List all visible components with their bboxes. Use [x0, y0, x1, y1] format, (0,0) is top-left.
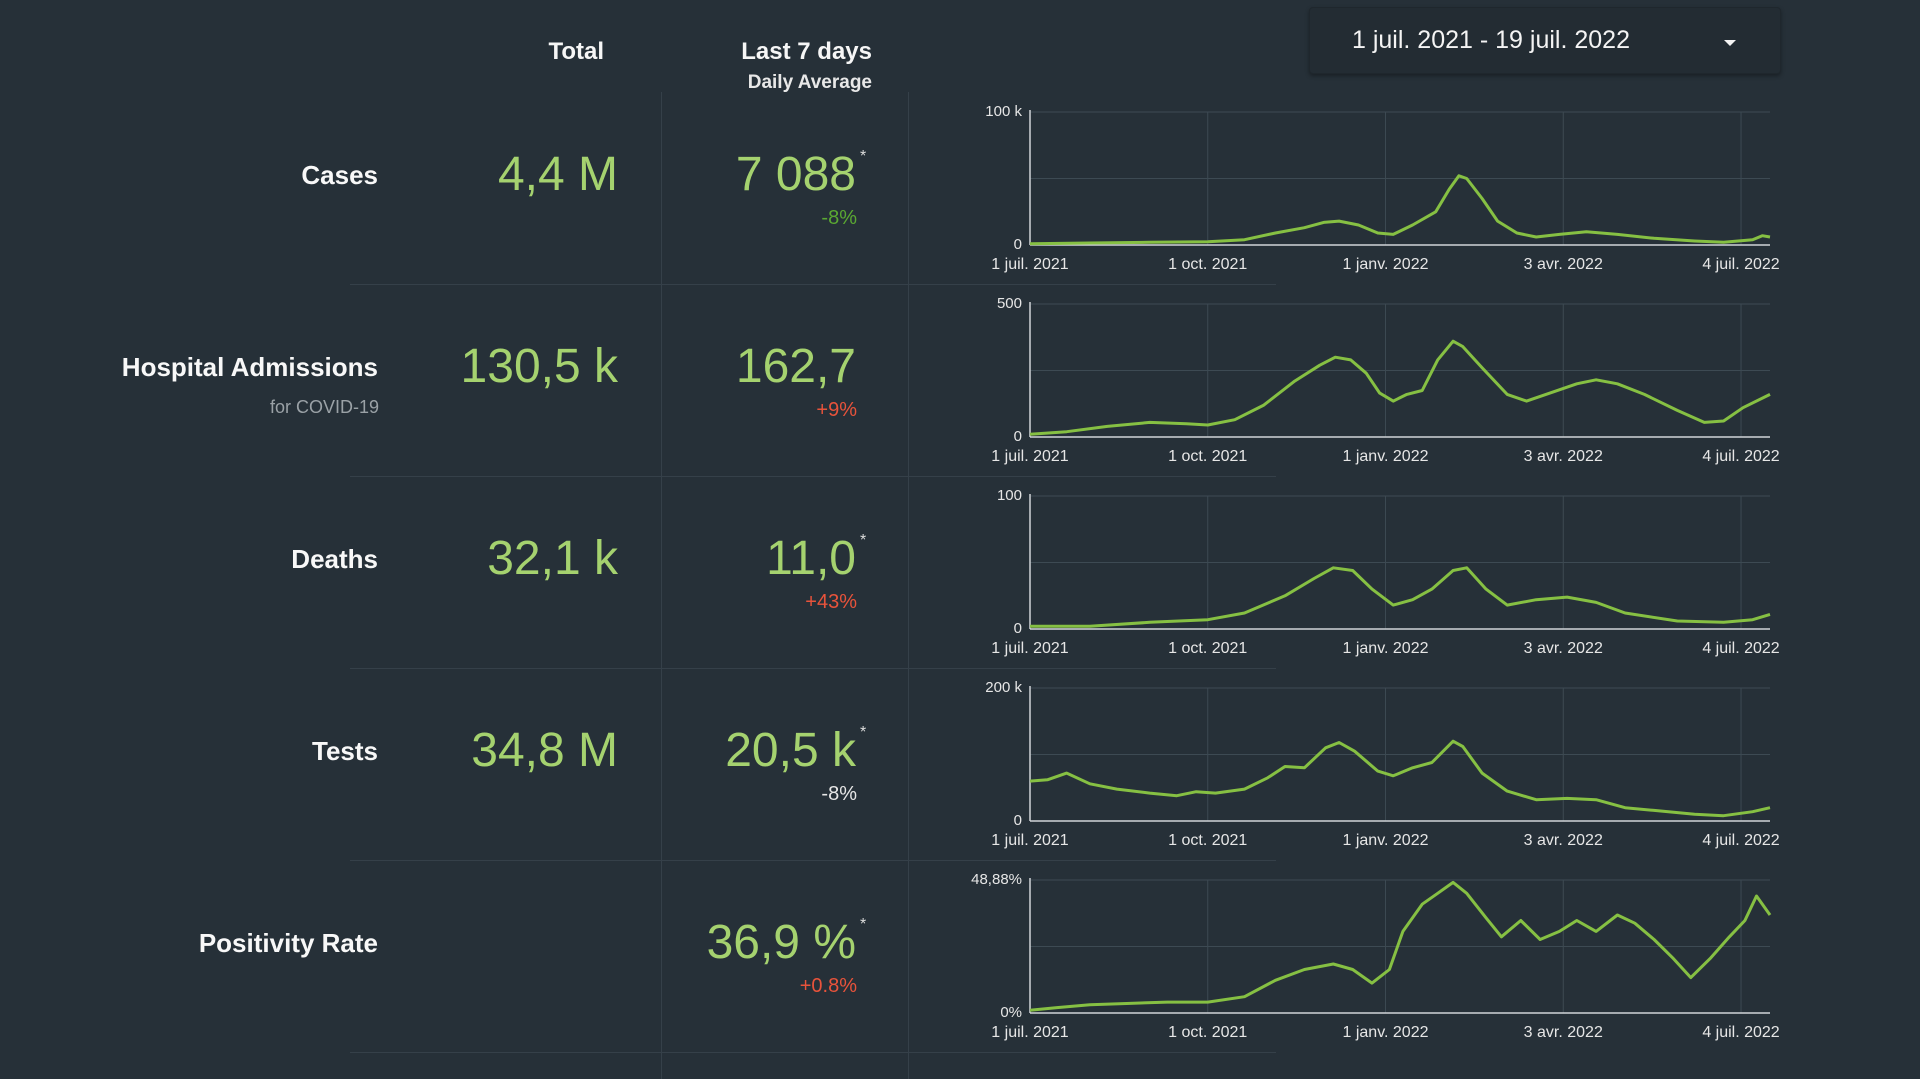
- y-tick-label: 0: [1014, 428, 1022, 445]
- x-tick-label: 4 juil. 2022: [1702, 256, 1779, 273]
- x-tick-label: 1 janv. 2022: [1343, 640, 1429, 657]
- x-tick-label: 1 janv. 2022: [1343, 1024, 1429, 1041]
- x-tick-label: 3 avr. 2022: [1524, 256, 1603, 273]
- chart-deaths: 100 0 1 juil. 2021 1 oct. 2021 1 janv. 2022 3…: [991, 487, 1780, 657]
- y-tick-label: 0%: [1000, 1004, 1022, 1021]
- series-line-cases: [1029, 174, 1771, 246]
- chart-cases: 100 k 0 1 juil. 2021 1 oct. 2021 1 janv. 202…: [985, 103, 1780, 273]
- last7-cases: 7 088: [735, 148, 856, 201]
- y-tick-label: 0: [1014, 812, 1022, 829]
- y-tick-label: 0: [1014, 620, 1022, 637]
- date-range-selector[interactable]: 1 juil. 2021 - 19 juil. 2022: [1309, 7, 1781, 74]
- chart-positivity-rate: 48,88% 0% 1 juil. 2021 1 oct. 2021 1 janv. 2…: [971, 871, 1780, 1041]
- row-divider: [350, 860, 1276, 861]
- header-last-7-days: Last 7 days: [741, 38, 872, 65]
- x-tick-label: 1 juil. 2021: [991, 448, 1068, 465]
- pct-change-deaths: +43%: [805, 591, 857, 613]
- x-tick-label: 1 juil. 2021: [991, 256, 1068, 273]
- last7-deaths: 11,0: [766, 532, 856, 585]
- row-divider: [350, 1052, 1276, 1053]
- last7-tests: 20,5 k: [725, 724, 856, 777]
- column-divider: [661, 92, 662, 1079]
- x-tick-label: 1 oct. 2021: [1168, 256, 1247, 273]
- pct-change-cases: -8%: [821, 207, 857, 229]
- header-total: Total: [548, 38, 604, 65]
- x-tick-label: 1 oct. 2021: [1168, 640, 1247, 657]
- last7-positivity-rate: 36,9 %: [706, 916, 856, 969]
- x-tick-label: 3 avr. 2022: [1524, 1024, 1603, 1041]
- series-line-positivity_rate: [1029, 880, 1772, 1012]
- total-cases: 4,4 M: [497, 148, 618, 201]
- date-range-label: 1 juil. 2021 - 19 juil. 2022: [1352, 26, 1630, 54]
- y-tick-label: 200 k: [985, 679, 1022, 696]
- pct-change-hospital-admissions: +9%: [816, 399, 857, 421]
- x-tick-label: 4 juil. 2022: [1702, 640, 1779, 657]
- row-sublabel-hospital-admissions: for COVID-19: [269, 397, 379, 417]
- x-tick-label: 4 juil. 2022: [1702, 448, 1779, 465]
- total-hospital-admissions: 130,5 k: [460, 340, 618, 393]
- row-label-positivity-rate: Positivity Rate: [198, 928, 378, 958]
- pct-change-positivity-rate: +0.8%: [799, 975, 857, 997]
- x-tick-label: 1 juil. 2021: [991, 1024, 1068, 1041]
- y-tick-label: 100 k: [985, 103, 1022, 120]
- pct-change-tests: -8%: [821, 783, 857, 805]
- total-tests: 34,8 M: [471, 724, 618, 777]
- y-tick-label: 48,88%: [971, 871, 1022, 888]
- x-tick-label: 1 oct. 2021: [1168, 448, 1247, 465]
- x-tick-label: 3 avr. 2022: [1524, 448, 1603, 465]
- x-tick-label: 3 avr. 2022: [1524, 640, 1603, 657]
- y-tick-label: 100: [997, 487, 1022, 504]
- y-tick-label: 500: [997, 295, 1022, 312]
- footnote-star: *: [860, 916, 867, 933]
- x-tick-label: 1 janv. 2022: [1343, 448, 1429, 465]
- row-label-deaths: Deaths: [291, 544, 378, 574]
- total-deaths: 32,1 k: [487, 532, 618, 585]
- row-divider: [350, 284, 1276, 285]
- header-daily-average: Daily Average: [747, 72, 872, 93]
- chart-hospital-admissions: 500 0 1 juil. 2021 1 oct. 2021 1 janv. 2022 3…: [991, 295, 1780, 465]
- x-tick-label: 4 juil. 2022: [1702, 1024, 1779, 1041]
- x-tick-label: 1 oct. 2021: [1168, 832, 1247, 849]
- row-divider: [350, 476, 1276, 477]
- x-tick-label: 4 juil. 2022: [1702, 832, 1779, 849]
- row-label-hospital-admissions: Hospital Admissions: [121, 352, 378, 382]
- x-tick-label: 1 juil. 2021: [991, 640, 1068, 657]
- x-tick-label: 1 juil. 2021: [991, 832, 1068, 849]
- last7-hospital-admissions: 162,7: [735, 340, 856, 393]
- x-tick-label: 3 avr. 2022: [1524, 832, 1603, 849]
- series-line-tests: [1029, 739, 1771, 818]
- row-label-tests: Tests: [312, 736, 378, 766]
- footnote-star: *: [860, 532, 867, 549]
- chart-tests: 200 k 0 1 juil. 2021 1 oct. 2021 1 janv. 202…: [985, 679, 1780, 849]
- footnote-star: *: [860, 148, 867, 165]
- row-label-cases: Cases: [301, 160, 378, 190]
- row-divider: [350, 668, 1276, 669]
- series-line-deaths: [1030, 566, 1771, 628]
- x-tick-label: 1 oct. 2021: [1168, 1024, 1247, 1041]
- y-tick-label: 0: [1014, 236, 1022, 253]
- chevron-down-icon: [1724, 40, 1736, 46]
- column-divider: [908, 92, 909, 1079]
- x-tick-label: 1 janv. 2022: [1343, 256, 1429, 273]
- series-line-hospital_admissions: [1029, 339, 1771, 436]
- x-tick-label: 1 janv. 2022: [1343, 832, 1429, 849]
- footnote-star: *: [860, 724, 867, 741]
